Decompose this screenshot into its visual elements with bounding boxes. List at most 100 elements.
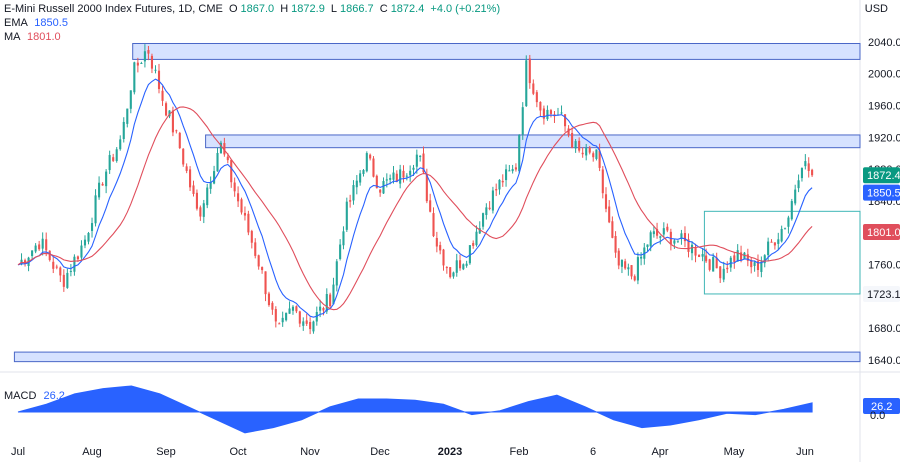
price-tick-label: 2040.0 <box>868 37 900 49</box>
candle-body <box>514 167 517 170</box>
resistance-zone-1 <box>205 134 861 149</box>
price-label-box-1 <box>863 184 900 201</box>
candle-body <box>349 200 352 202</box>
time-tick-label: Sep <box>156 446 176 458</box>
candle-body <box>425 174 428 202</box>
candle-body <box>811 169 814 176</box>
candle-body <box>261 267 264 271</box>
candle-body <box>746 254 749 261</box>
candle-body <box>359 173 362 183</box>
candle-body <box>652 231 655 235</box>
candle-body <box>617 250 620 266</box>
candle-body <box>325 294 328 312</box>
time-tick-label: Jun <box>796 446 814 458</box>
candle-body <box>41 238 44 249</box>
macd-value-box <box>863 398 900 414</box>
candle-body <box>168 110 171 117</box>
candle-body <box>157 70 161 90</box>
ma-legend[interactable]: MA 1801.0 <box>4 31 61 43</box>
resistance-zone-0 <box>132 42 861 60</box>
candle-body <box>712 256 715 272</box>
candle-body <box>787 217 790 227</box>
candle-body <box>247 213 250 233</box>
candle-body <box>182 148 185 165</box>
candle-body <box>298 311 301 324</box>
candle-body <box>673 240 676 244</box>
candle-body <box>312 321 315 332</box>
price-tick-label: 1920.0 <box>868 132 900 144</box>
candle-body <box>777 239 780 244</box>
candle-body <box>175 130 178 132</box>
candle-body <box>90 223 94 231</box>
candle-body <box>69 270 72 272</box>
candle-body <box>375 175 378 189</box>
candle-body <box>790 201 793 220</box>
candle-body <box>518 135 521 172</box>
candle-body <box>281 317 284 323</box>
candle-body <box>687 239 690 252</box>
candle-body <box>322 307 325 311</box>
candle-body <box>165 103 168 116</box>
time-tick-label: May <box>724 446 745 458</box>
candle-body <box>432 213 435 237</box>
candle-body <box>140 62 143 64</box>
candle-body <box>405 175 408 177</box>
candle-body <box>574 141 577 149</box>
ma-line <box>17 106 813 311</box>
candle-body <box>143 51 146 62</box>
candle-body <box>740 252 743 261</box>
candle-body <box>38 244 41 250</box>
candle-body <box>195 192 198 209</box>
candle-body <box>455 260 458 273</box>
ema-value: 1850.5 <box>34 17 68 29</box>
candle-body <box>192 185 195 194</box>
candle-body <box>243 212 247 216</box>
candle-body <box>649 232 652 247</box>
ema-legend[interactable]: EMA 1850.5 <box>4 17 68 29</box>
candle-body <box>422 153 425 173</box>
macd-label: MACD <box>4 390 37 402</box>
candle-body <box>462 264 465 270</box>
candle-body <box>481 213 485 227</box>
candle-body <box>539 101 542 111</box>
high-value: 1872.9 <box>291 3 325 15</box>
candle-body <box>154 69 157 71</box>
candle-body <box>379 189 382 193</box>
candle-body <box>230 159 233 183</box>
candle-body <box>472 243 475 246</box>
candle-body <box>216 152 219 172</box>
candle-body <box>733 255 736 262</box>
symbol-header: E-Mini Russell 2000 Index Futures, 1D, C… <box>4 3 500 15</box>
candle-body <box>94 195 97 224</box>
candle-body <box>98 182 101 198</box>
candle-body <box>581 152 584 155</box>
candle-body <box>595 149 598 159</box>
candle-body <box>409 170 412 176</box>
candle-body <box>646 244 649 248</box>
candle-body <box>528 58 531 84</box>
ema-label: EMA <box>4 17 28 29</box>
candle-body <box>202 203 205 217</box>
candle-body <box>715 257 718 269</box>
candle-body <box>34 245 37 252</box>
candle-body <box>498 179 501 190</box>
candle-body <box>624 261 627 269</box>
currency-label: USD <box>864 3 888 15</box>
candle-body <box>332 284 335 305</box>
close-label: C <box>379 3 388 15</box>
candle-body <box>719 266 722 279</box>
candle-body <box>271 302 274 310</box>
candle-body <box>389 178 392 180</box>
time-tick-label: Feb <box>510 446 529 458</box>
candle-body <box>465 263 468 266</box>
candle-body <box>274 309 277 322</box>
candle-body <box>505 169 508 181</box>
candle-body <box>680 233 683 239</box>
candle-body <box>439 245 442 251</box>
macd-legend[interactable]: MACD 26.2 <box>4 390 65 402</box>
price-label-1: 1850.5 <box>867 188 900 200</box>
candle-body <box>588 147 591 153</box>
candle-body <box>115 149 118 161</box>
candle-body <box>55 266 58 268</box>
candle-body <box>807 163 810 172</box>
